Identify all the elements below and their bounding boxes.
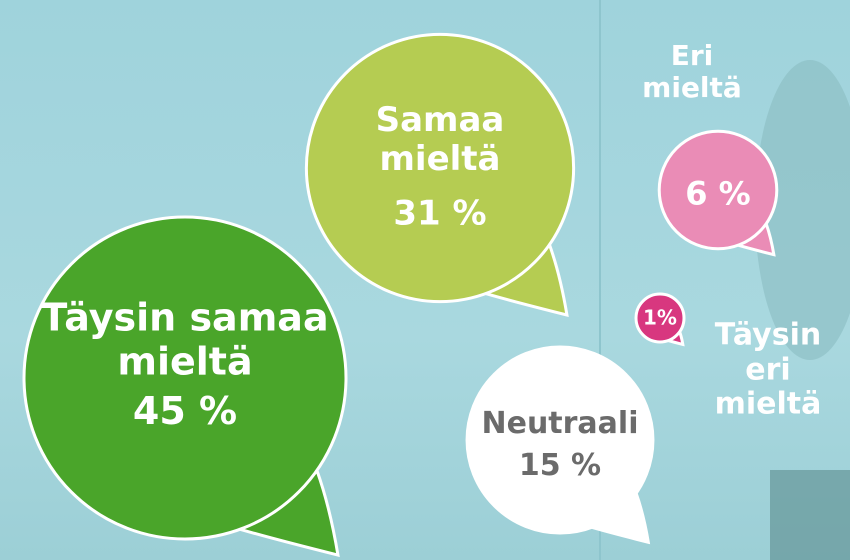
value-label: 31 %	[393, 193, 487, 234]
background-figure	[755, 60, 850, 360]
bubble	[304, 32, 576, 304]
value-label: 15 %	[518, 447, 602, 483]
bubble	[465, 345, 655, 535]
category-label: Neutraali	[481, 405, 639, 441]
background-figure	[770, 470, 850, 560]
value-label: 45 %	[132, 389, 238, 434]
category-label: Täysin eri mieltä	[714, 317, 822, 422]
category-label: Samaa mieltä	[375, 99, 505, 179]
bubble-tail	[482, 242, 569, 317]
value-label: 6 %	[685, 174, 751, 213]
category-label: Täysin samaa mieltä	[41, 295, 329, 383]
value-label: 1%	[643, 305, 677, 330]
bubble-tail	[734, 221, 776, 257]
bubble-tail	[588, 490, 651, 545]
category-label: Eri mieltä	[642, 38, 742, 104]
bubble-tail	[236, 467, 340, 558]
bubble	[657, 129, 779, 251]
bubble	[634, 292, 686, 344]
bubble	[22, 215, 348, 541]
